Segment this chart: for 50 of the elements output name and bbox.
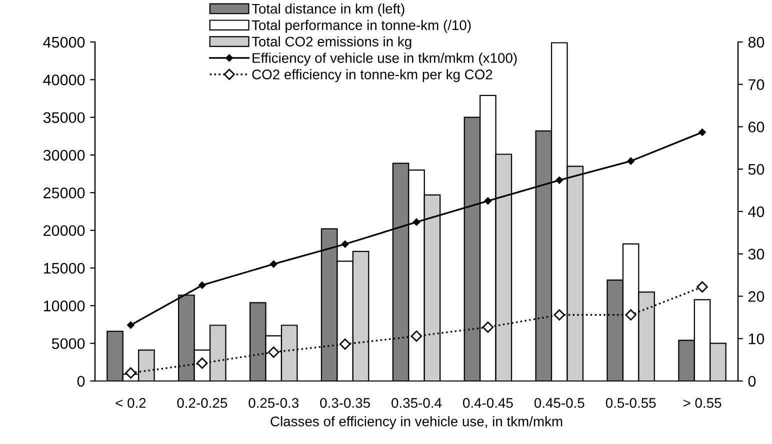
y2-tick-label: 80 bbox=[748, 36, 764, 48]
point bbox=[698, 128, 706, 136]
x-tick-label: < 0.2 bbox=[116, 398, 146, 408]
point bbox=[341, 240, 349, 248]
point bbox=[554, 309, 565, 320]
x-tick-label: 0.2-0.25 bbox=[177, 398, 228, 408]
x-tick-label: 0.3-0.35 bbox=[320, 398, 370, 408]
y2-tick-label: 50 bbox=[748, 164, 764, 175]
y-tick-label: 25000 bbox=[44, 188, 85, 198]
point bbox=[484, 197, 492, 205]
y2-tick-label: 10 bbox=[748, 333, 764, 344]
point bbox=[125, 367, 136, 379]
point bbox=[198, 282, 206, 289]
y2-tick-label: 0 bbox=[748, 376, 756, 387]
y-tick-label: 30000 bbox=[43, 150, 85, 161]
y-tick-label: 35000 bbox=[43, 112, 85, 124]
point bbox=[556, 176, 564, 184]
x-tick-label: 0.5-0.55 bbox=[606, 398, 656, 408]
legend-label: Total distance in km (left) bbox=[252, 3, 404, 16]
x-tick-label: 0.25-0.3 bbox=[248, 398, 298, 408]
x-axis-title: Classes of efficiency in vehicle use, in tkm/mkm bbox=[270, 416, 562, 430]
y-tick-label: 5000 bbox=[52, 338, 85, 350]
y-tick-label: 20000 bbox=[44, 225, 85, 236]
y2-tick-label: 20 bbox=[748, 291, 764, 302]
legend-label: Efficiency of vehicle use in tkm/mkm (x100) bbox=[252, 52, 517, 66]
y-tick-label: 45000 bbox=[43, 36, 85, 48]
x-tick-label: 0.45-0.5 bbox=[534, 398, 584, 408]
y-tick-label: 40000 bbox=[43, 74, 85, 86]
legend-label: Total CO2 emissions in kg bbox=[252, 36, 412, 50]
y2-tick-label: 40 bbox=[748, 206, 764, 218]
y-tick-label: 0 bbox=[77, 376, 85, 387]
legend-label: Total performance in tonne-km (/10) bbox=[252, 20, 471, 33]
y-tick-label: 15000 bbox=[44, 262, 85, 274]
y2-tick-label: 30 bbox=[748, 248, 764, 260]
point bbox=[339, 338, 351, 350]
y-tick-label: 10000 bbox=[44, 300, 85, 312]
legend-label: CO2 efficiency in tonne-km per kg CO2 bbox=[252, 69, 492, 82]
y2-tick-label: 60 bbox=[748, 122, 764, 132]
x-tick-label: 0.35-0.4 bbox=[392, 398, 442, 408]
point bbox=[696, 281, 708, 293]
point bbox=[270, 260, 278, 268]
x-tick-label: > 0.55 bbox=[683, 398, 722, 408]
point bbox=[482, 322, 494, 333]
point bbox=[627, 157, 634, 165]
point bbox=[127, 321, 134, 329]
point bbox=[625, 309, 636, 320]
y2-tick-label: 70 bbox=[748, 79, 764, 90]
point bbox=[412, 218, 420, 226]
point bbox=[410, 330, 422, 342]
x-tick-label: 0.4-0.45 bbox=[463, 398, 513, 408]
